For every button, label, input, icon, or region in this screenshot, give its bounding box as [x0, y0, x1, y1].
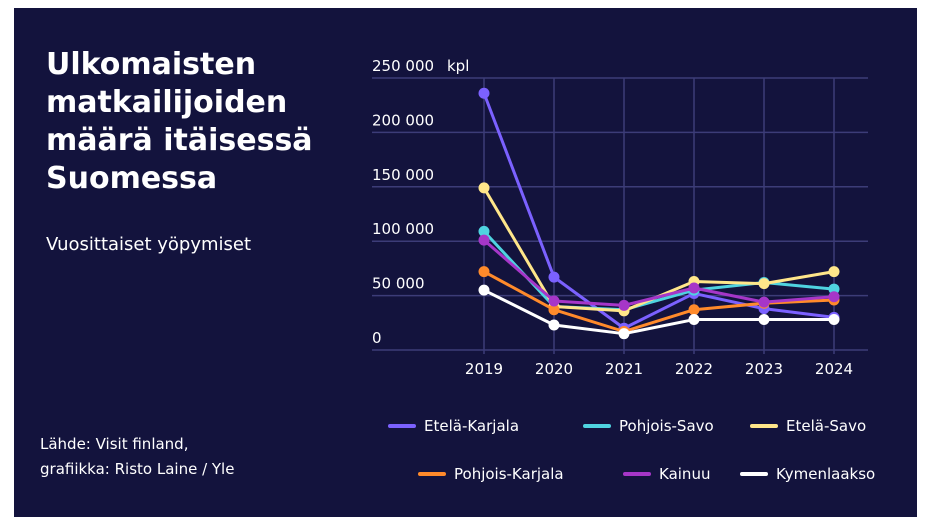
- source-note: Lähde: Visit finland, grafiikka: Risto L…: [40, 432, 234, 482]
- data-point: [688, 304, 700, 316]
- data-point: [828, 314, 840, 326]
- data-point: [548, 295, 560, 307]
- legend-label: Pohjois-Savo: [619, 417, 714, 435]
- x-tick-label: 2024: [815, 360, 853, 378]
- data-point: [688, 314, 700, 326]
- data-point: [478, 182, 490, 194]
- data-point: [478, 266, 490, 278]
- series-line: [483, 288, 834, 336]
- source-line-2: grafiikka: Risto Laine / Yle: [40, 460, 235, 478]
- series-line: [483, 238, 835, 307]
- data-point: [688, 282, 700, 294]
- data-point: [758, 296, 770, 308]
- data-point: [548, 304, 560, 316]
- data-point: [828, 283, 840, 295]
- legend-label: Kainuu: [659, 465, 710, 483]
- data-point: [548, 319, 560, 331]
- data-point: [618, 328, 630, 340]
- data-point: [828, 291, 840, 303]
- series-line: [482, 92, 835, 330]
- legend-label: Kymenlaakso: [776, 465, 875, 483]
- data-point: [478, 225, 490, 237]
- series-line: [482, 230, 835, 312]
- data-point: [478, 234, 490, 246]
- x-tick-label: 2022: [675, 360, 713, 378]
- x-tick-label: 2020: [535, 360, 573, 378]
- data-point: [758, 278, 770, 290]
- chart-subtitle: Vuosittaiset yöpymiset: [46, 234, 252, 255]
- y-tick-label: 0: [372, 329, 382, 347]
- y-tick-label: 200 000: [372, 111, 434, 129]
- legend-label: Pohjois-Karjala: [454, 465, 564, 483]
- data-point: [478, 284, 490, 296]
- chart-title: Ulkomaisten matkailijoiden määrä itäises…: [46, 47, 313, 196]
- y-tick-label: 250 000: [372, 57, 434, 75]
- series-line: [482, 187, 835, 313]
- y-unit-label: kpl: [447, 57, 469, 75]
- data-point: [758, 314, 770, 326]
- legend-label: Etelä-Savo: [786, 417, 866, 435]
- data-point: [618, 299, 630, 311]
- data-point: [548, 271, 560, 283]
- y-tick-label: 100 000: [372, 220, 434, 238]
- y-tick-label: 150 000: [372, 166, 434, 184]
- x-tick-label: 2023: [745, 360, 783, 378]
- chart-panel: [14, 8, 917, 517]
- data-point: [478, 87, 490, 99]
- x-tick-label: 2019: [465, 360, 503, 378]
- x-tick-label: 2021: [605, 360, 643, 378]
- data-point: [828, 266, 840, 278]
- source-line-1: Lähde: Visit finland,: [40, 435, 189, 453]
- y-tick-label: 50 000: [372, 275, 425, 293]
- legend-label: Etelä-Karjala: [424, 417, 519, 435]
